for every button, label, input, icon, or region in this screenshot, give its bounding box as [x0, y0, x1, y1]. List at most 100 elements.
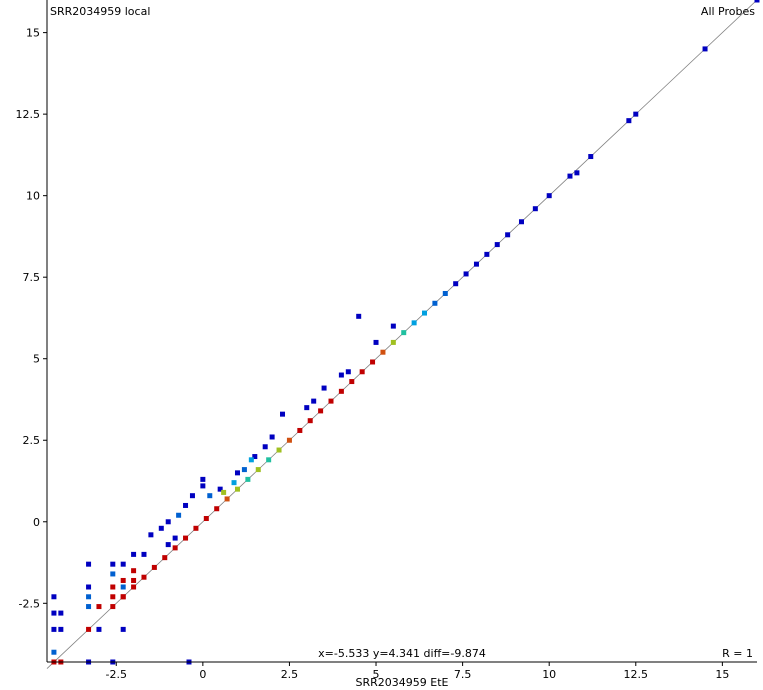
- y-tick-label: 0: [33, 516, 40, 529]
- data-point: [702, 46, 708, 52]
- data-point: [276, 447, 282, 453]
- y-tick-label: 5: [33, 353, 40, 366]
- data-point: [297, 427, 303, 433]
- data-point: [51, 649, 57, 655]
- data-point: [484, 251, 490, 257]
- data-point: [176, 512, 182, 518]
- data-point: [110, 594, 116, 600]
- data-point: [321, 385, 327, 391]
- y-tick-label: 12.5: [16, 108, 41, 121]
- data-point: [280, 411, 286, 417]
- data-point: [131, 568, 137, 574]
- data-point: [754, 0, 760, 3]
- data-point: [245, 476, 251, 482]
- data-point: [349, 379, 355, 385]
- data-point: [307, 418, 313, 424]
- x-tick-label: 2.5: [281, 668, 299, 681]
- data-point: [165, 519, 171, 525]
- data-point: [380, 349, 386, 355]
- data-point: [241, 467, 247, 473]
- y-tick-label: 10: [26, 190, 40, 203]
- data-point: [120, 626, 126, 632]
- data-point: [200, 476, 206, 482]
- data-point: [390, 323, 396, 329]
- data-point: [189, 493, 195, 499]
- data-point: [110, 584, 116, 590]
- data-point: [567, 173, 573, 179]
- data-point: [422, 310, 428, 316]
- data-point: [214, 506, 220, 512]
- data-point: [248, 457, 254, 463]
- x-tick-label: 15: [715, 668, 729, 681]
- data-point: [359, 369, 365, 375]
- data-point: [120, 594, 126, 600]
- data-point: [633, 111, 639, 117]
- data-point: [131, 584, 137, 590]
- data-point: [203, 516, 209, 522]
- data-point: [356, 313, 362, 319]
- data-point: [172, 535, 178, 541]
- data-point: [207, 493, 213, 499]
- data-point: [255, 467, 261, 473]
- data-point: [473, 261, 479, 267]
- data-point: [162, 555, 168, 561]
- y-axis-label: SRR2034959 local: [50, 5, 150, 18]
- data-point: [345, 369, 351, 375]
- data-point: [574, 170, 580, 176]
- data-point: [120, 561, 126, 567]
- data-point: [494, 242, 500, 248]
- data-point: [193, 525, 199, 531]
- y-tick-label: 7.5: [23, 271, 41, 284]
- data-point: [131, 577, 137, 583]
- data-point: [86, 626, 92, 632]
- data-point: [311, 398, 317, 404]
- data-point: [224, 496, 230, 502]
- data-point: [51, 594, 57, 600]
- data-point: [328, 398, 334, 404]
- data-point: [231, 480, 237, 486]
- x-ticks: -2.5 0 2.5 5 7.5 10 12.5 15: [106, 662, 729, 681]
- data-point: [318, 408, 324, 414]
- data-point: [86, 604, 92, 610]
- data-point: [463, 271, 469, 277]
- data-point: [373, 339, 379, 345]
- data-point: [183, 535, 189, 541]
- data-point: [51, 626, 57, 632]
- data-point: [200, 483, 206, 489]
- data-point: [505, 232, 511, 238]
- data-point: [183, 502, 189, 508]
- data-point: [546, 193, 552, 199]
- x-tick-label: -2.5: [106, 668, 127, 681]
- y-ticks: -2.5 0 2.5 5 7.5 10 12.5 15: [16, 27, 47, 610]
- data-point: [370, 359, 376, 365]
- data-point: [286, 437, 292, 443]
- data-point: [51, 610, 57, 616]
- x-tick-label: 5: [373, 668, 380, 681]
- data-point: [390, 339, 396, 345]
- data-point: [110, 571, 116, 577]
- series-label: All Probes: [701, 5, 755, 18]
- data-point: [338, 388, 344, 394]
- data-point: [165, 542, 171, 548]
- data-point: [96, 626, 102, 632]
- data-point: [58, 610, 64, 616]
- x-axis-label: SRR2034959 EtE: [356, 676, 449, 689]
- data-point: [234, 470, 240, 476]
- data-point: [411, 320, 417, 326]
- x-tick-label: 12.5: [624, 668, 649, 681]
- data-point: [532, 206, 538, 212]
- data-point: [131, 551, 137, 557]
- data-point: [141, 574, 147, 580]
- data-point: [626, 118, 632, 124]
- y-tick-label: 2.5: [23, 434, 41, 447]
- data-point: [432, 300, 438, 306]
- cursor-readout: x=-5.533 y=4.341 diff=-9.874: [318, 647, 486, 660]
- y-tick-label: 15: [26, 27, 40, 40]
- data-point: [58, 626, 64, 632]
- data-point: [338, 372, 344, 378]
- points-layer: [51, 0, 760, 665]
- data-point: [96, 604, 102, 610]
- data-point: [252, 454, 258, 460]
- data-point: [518, 219, 524, 225]
